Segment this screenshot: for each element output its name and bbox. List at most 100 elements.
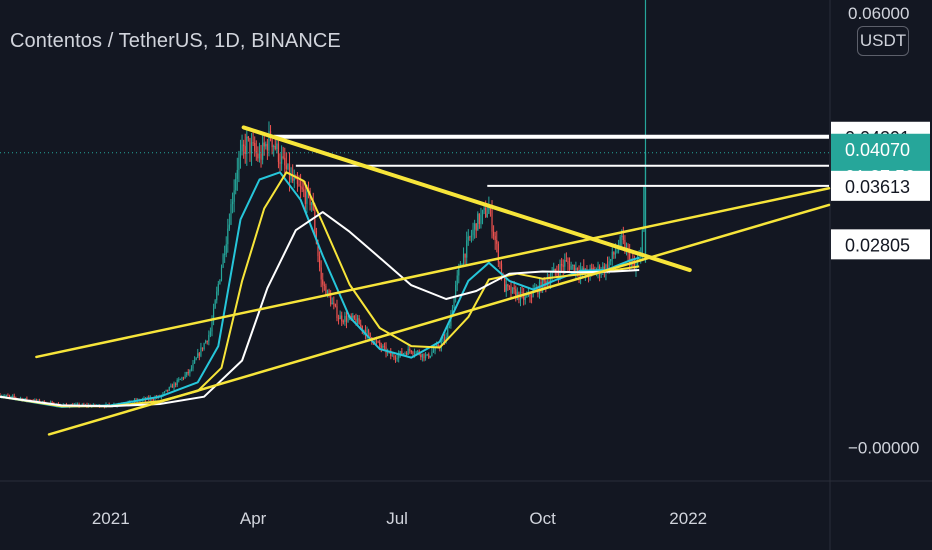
candle-body	[405, 352, 408, 355]
candle-body	[328, 290, 330, 296]
candle-body	[239, 151, 242, 158]
candle-body	[576, 267, 579, 274]
candle-body	[613, 251, 615, 255]
candle-body	[524, 296, 526, 300]
candle-body	[477, 213, 479, 231]
candle-body	[366, 330, 368, 336]
candle-body	[636, 261, 639, 266]
candle-body	[353, 315, 355, 319]
candle-body	[447, 328, 449, 338]
candle-body	[293, 178, 295, 181]
candle-body	[423, 353, 425, 359]
y-tick-label: −0.00000	[848, 438, 919, 457]
candle-body	[314, 209, 316, 231]
candle-body	[208, 334, 210, 342]
candle-body	[260, 153, 262, 160]
candle-body	[564, 260, 566, 267]
candle-body	[198, 353, 200, 356]
candle-body	[361, 325, 363, 331]
candle-body	[407, 348, 409, 355]
candle-body	[312, 202, 314, 210]
candle-body	[217, 284, 219, 292]
candle-body	[303, 189, 305, 192]
candle-body	[8, 395, 11, 397]
candle-body	[51, 402, 53, 404]
candle-body	[633, 262, 636, 269]
candle-body	[193, 359, 196, 364]
candle-body	[227, 228, 229, 245]
candle-body	[573, 264, 575, 273]
candle-body	[436, 344, 438, 347]
candle-body	[24, 398, 26, 400]
candle-body	[390, 351, 392, 356]
candle-body	[7, 395, 9, 397]
candle-body	[277, 143, 280, 162]
candle-body	[12, 395, 14, 397]
candle-body	[434, 346, 436, 351]
candle-body	[344, 315, 346, 322]
candle-body	[266, 143, 268, 151]
candle-body	[597, 266, 599, 271]
trendline	[241, 125, 692, 273]
drawings	[0, 125, 831, 436]
candle-body	[76, 404, 79, 406]
candle-body	[456, 275, 458, 286]
candle-body	[295, 178, 297, 180]
candle-body	[570, 265, 572, 270]
candle-body	[480, 214, 482, 224]
candle-body	[424, 355, 427, 359]
candle-body	[543, 279, 545, 282]
candle-body	[200, 347, 202, 356]
candle-body	[497, 243, 499, 263]
candle-body	[219, 279, 221, 285]
candle-body	[500, 263, 503, 276]
candle-body	[592, 268, 594, 270]
trendline	[47, 203, 831, 436]
candle-body	[342, 321, 344, 323]
candle-body	[15, 397, 17, 399]
candle-body	[387, 351, 389, 354]
candle-body	[230, 204, 232, 225]
candle-body	[380, 345, 382, 348]
candle-body	[170, 385, 172, 388]
candle-body	[458, 267, 460, 276]
candle-body	[437, 344, 439, 348]
candle-body	[394, 357, 397, 359]
candle-body	[496, 240, 498, 244]
candle-body	[399, 351, 401, 355]
candle-body	[178, 379, 180, 381]
price-label-level-4-bg	[831, 229, 930, 260]
x-tick-label: Oct	[529, 509, 556, 528]
candle-body	[516, 292, 518, 299]
chart-title: Contentos / TetherUS, 1D, BINANCE	[10, 30, 341, 52]
candle-body	[377, 341, 379, 343]
candle-body	[451, 308, 454, 314]
candle-body	[265, 143, 267, 147]
candle-body	[184, 374, 186, 378]
candle-body	[621, 235, 623, 237]
candle-body	[284, 157, 286, 166]
candle-body	[554, 268, 556, 272]
candle-body	[521, 291, 523, 294]
candle-body	[426, 354, 428, 356]
candle-body	[13, 395, 15, 398]
candle-body	[526, 295, 528, 297]
candle-body	[238, 157, 240, 170]
candles	[0, 0, 647, 409]
candle-body	[197, 353, 199, 358]
candle-body	[152, 399, 155, 401]
candle-body	[92, 404, 94, 406]
candle-body	[5, 395, 7, 397]
candle-body	[483, 207, 485, 211]
candle-body	[211, 321, 213, 332]
candle-body	[236, 169, 238, 179]
candle-body	[281, 156, 283, 164]
candle-body	[464, 253, 466, 258]
candle-body	[428, 354, 430, 358]
candle-body	[216, 291, 218, 301]
candle-body	[485, 207, 487, 217]
currency-unit-button[interactable]: USDT	[857, 26, 909, 56]
candle-body	[355, 318, 357, 324]
